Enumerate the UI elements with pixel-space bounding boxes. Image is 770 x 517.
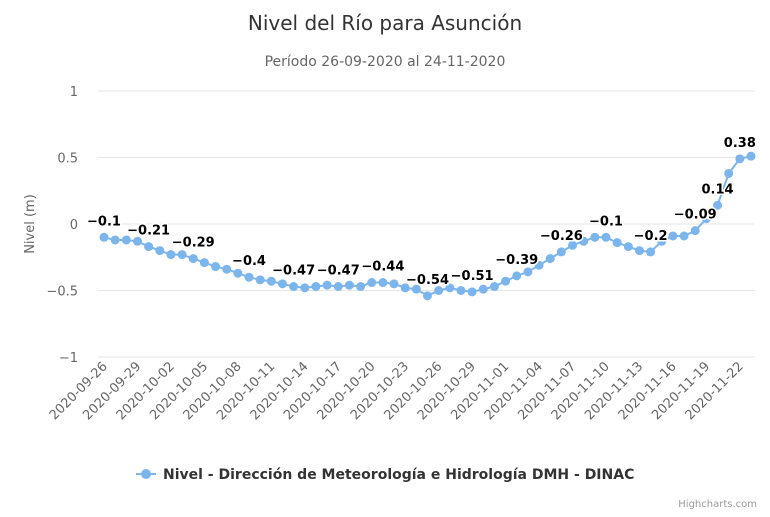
data-point[interactable] [244, 272, 254, 282]
data-point[interactable] [110, 235, 120, 245]
data-point[interactable] [612, 238, 622, 248]
chart-title: Nivel del Río para Asunción [248, 11, 522, 35]
data-point[interactable] [568, 240, 578, 250]
data-label: −0.47 [272, 264, 315, 279]
data-point[interactable] [690, 226, 700, 236]
data-label: −0.26 [540, 229, 583, 244]
data-point[interactable] [277, 279, 287, 289]
data-point[interactable] [556, 247, 566, 257]
data-label: 0.38 [724, 136, 756, 151]
data-labels: −0.1−0.21−0.29−0.4−0.47 −0.47 −0.44−0.54 −0… [86, 134, 758, 289]
data-point[interactable] [657, 236, 667, 246]
data-label: −0.21 [127, 224, 170, 239]
data-point[interactable] [378, 278, 388, 288]
data-point[interactable] [724, 168, 734, 178]
data-label: −0.1 [589, 214, 623, 229]
data-point[interactable] [701, 214, 711, 224]
data-point[interactable] [144, 242, 154, 252]
data-point[interactable] [445, 283, 455, 293]
data-point[interactable] [579, 236, 589, 246]
data-point[interactable] [233, 268, 243, 278]
data-label: −0.54 [406, 273, 449, 288]
data-label: −0.2 [634, 229, 668, 244]
data-point[interactable] [735, 154, 745, 164]
y-axis-labels: 1 0.5 0 −0.5 −1 [46, 85, 78, 366]
data-label: −0.51 [451, 269, 494, 284]
data-point[interactable] [523, 267, 533, 277]
credits-link[interactable]: Highcharts.com [678, 499, 757, 510]
data-point[interactable] [634, 246, 644, 256]
data-label: −0.4 [232, 254, 266, 269]
data-point[interactable] [545, 254, 555, 264]
y-axis-title: Nivel (m) [23, 194, 38, 254]
data-point[interactable] [333, 282, 343, 292]
data-label: 0.14 [701, 182, 733, 197]
chart-subtitle: Período 26-09-2020 al 24-11-2020 [265, 54, 506, 70]
data-point[interactable] [211, 262, 221, 272]
legend-item[interactable]: Nivel - Dirección de Meteorología e Hidr… [136, 467, 634, 483]
data-point[interactable] [389, 279, 399, 289]
data-point[interactable] [646, 247, 656, 257]
grid [98, 90, 755, 358]
data-point[interactable] [266, 276, 276, 286]
data-label: −0.39 [495, 253, 538, 268]
data-label: −0.09 [674, 208, 717, 223]
y-tick-label: 1 [70, 85, 78, 100]
data-point[interactable] [166, 250, 176, 260]
data-point[interactable] [679, 231, 689, 241]
data-point[interactable] [411, 284, 421, 294]
data-point[interactable] [199, 258, 209, 268]
data-point[interactable] [344, 280, 354, 290]
data-point[interactable] [289, 282, 299, 292]
data-point[interactable] [478, 284, 488, 294]
y-tick-label: 0.5 [57, 152, 78, 167]
data-point[interactable] [177, 250, 187, 260]
data-point[interactable] [746, 151, 756, 161]
legend-marker [141, 469, 151, 479]
y-tick-label: −1 [59, 351, 78, 366]
data-point[interactable] [534, 260, 544, 270]
data-label: −0.1 [87, 214, 121, 229]
data-point[interactable] [623, 242, 633, 252]
data-point[interactable] [132, 236, 142, 246]
data-point[interactable] [322, 280, 332, 290]
data-point[interactable] [300, 283, 310, 293]
data-point[interactable] [367, 278, 377, 288]
series-points [99, 151, 756, 301]
data-point[interactable] [423, 291, 432, 301]
data-point[interactable] [668, 231, 678, 241]
data-label: −0.44 [361, 260, 404, 275]
data-point[interactable] [188, 254, 198, 264]
data-point[interactable] [489, 282, 499, 292]
data-point[interactable] [713, 200, 723, 210]
data-point[interactable] [400, 283, 410, 293]
data-label: −0.47 [317, 264, 360, 279]
data-point[interactable] [255, 275, 265, 285]
data-point[interactable] [222, 264, 232, 274]
data-point[interactable] [456, 286, 466, 295]
data-point[interactable] [121, 235, 131, 245]
data-label: −0.29 [172, 236, 215, 251]
data-point[interactable] [601, 232, 611, 242]
y-tick-label: 0 [70, 218, 78, 233]
x-axis-labels: 2020-09-262020-09-292020-10-022020-10-05… [47, 359, 747, 423]
data-point[interactable] [512, 271, 522, 281]
data-point[interactable] [467, 287, 477, 297]
data-point[interactable] [155, 246, 165, 256]
data-point[interactable] [590, 232, 600, 242]
data-point[interactable] [434, 286, 444, 295]
legend-label: Nivel - Dirección de Meteorología e Hidr… [163, 467, 634, 483]
data-point[interactable] [501, 276, 511, 286]
data-point[interactable] [311, 282, 321, 292]
data-point[interactable] [99, 232, 109, 242]
y-tick-label: −0.5 [46, 285, 78, 300]
data-point[interactable] [356, 282, 366, 292]
